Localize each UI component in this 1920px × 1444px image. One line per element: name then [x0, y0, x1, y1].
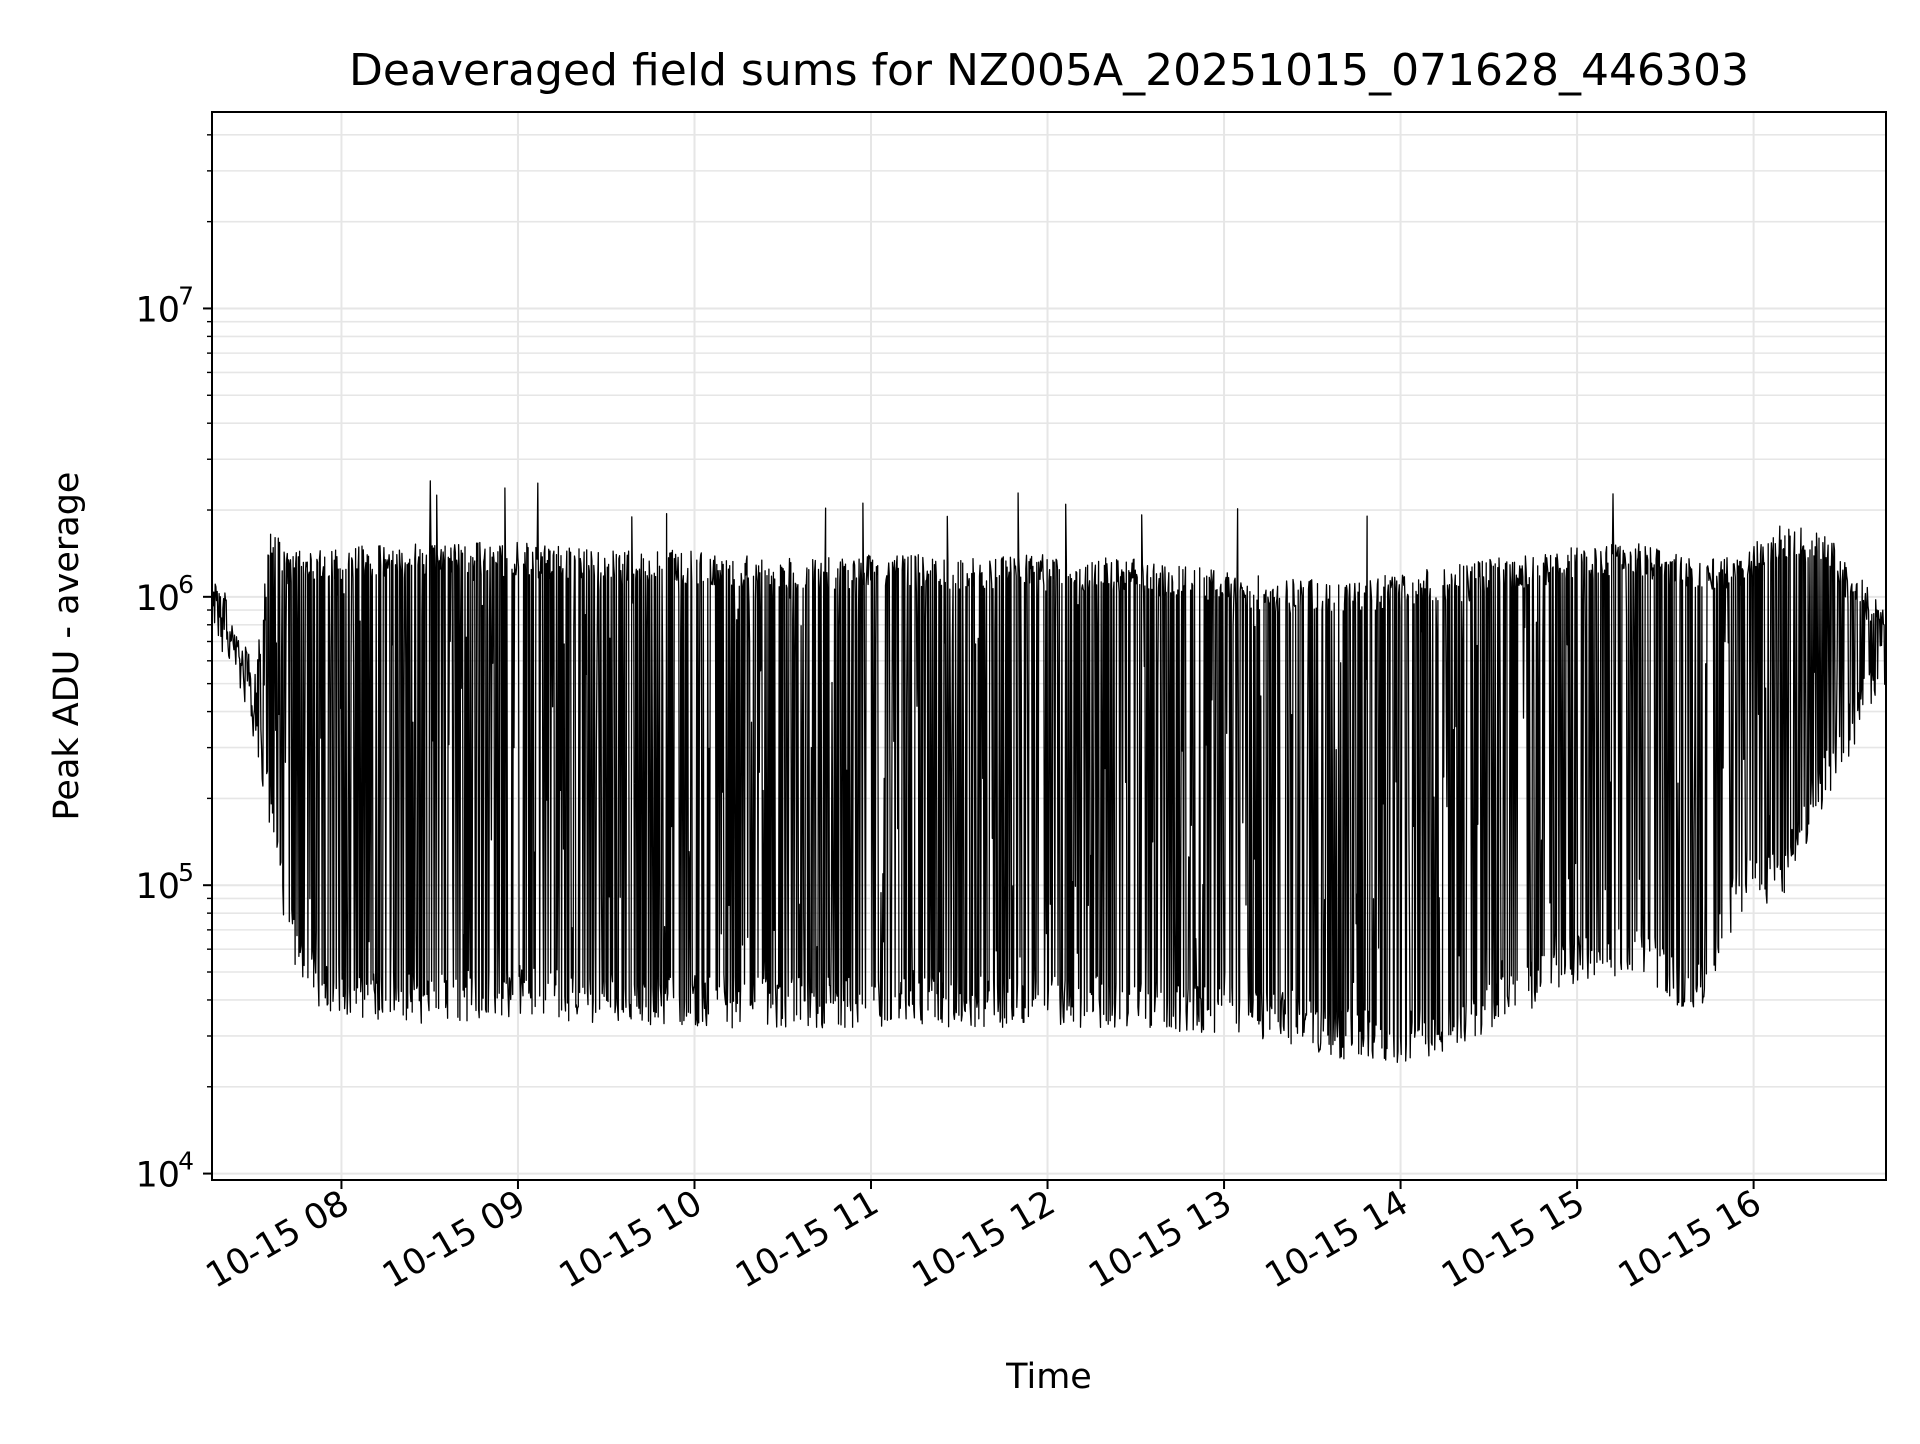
- y-tick-exponent: 6: [178, 570, 194, 599]
- y-tick-label: 10: [135, 1156, 180, 1196]
- x-axis-label: Time: [1005, 1357, 1092, 1397]
- y-tick-exponent: 4: [178, 1147, 194, 1176]
- y-tick-label: 10: [135, 290, 180, 330]
- y-tick-label: 10: [135, 579, 180, 619]
- y-tick-exponent: 5: [178, 858, 194, 887]
- chart-title: Deaveraged field sums for NZ005A_2025101…: [349, 45, 1749, 96]
- plot-area: [211, 480, 1887, 1063]
- y-tick-label: 10: [135, 867, 180, 907]
- y-axis-label: Peak ADU - average: [47, 472, 87, 821]
- series-line: [211, 480, 1887, 1063]
- y-tick-exponent: 7: [178, 281, 194, 310]
- axes-frame: [211, 111, 1887, 1181]
